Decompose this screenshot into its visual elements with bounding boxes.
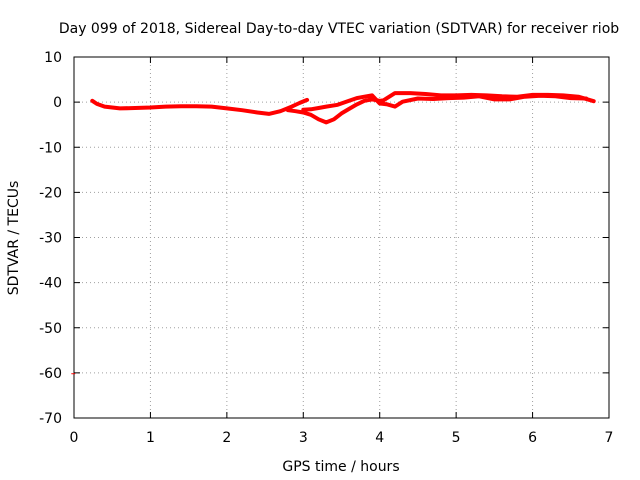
- y-tick-label: -60: [39, 366, 62, 382]
- y-tick-label: -10: [39, 140, 62, 156]
- series-line-track-1: [90, 97, 310, 116]
- chart-title: Day 099 of 2018, Sidereal Day-to-day VTE…: [59, 21, 619, 37]
- y-axis-label: SDTVAR / TECUs: [6, 181, 22, 296]
- y-tick-label: -70: [39, 411, 62, 427]
- y-tick-label: 10: [44, 50, 62, 66]
- grid-lines: [74, 57, 609, 418]
- y-tick-label: 0: [53, 95, 62, 111]
- series-line-track-3: [301, 93, 589, 112]
- series-group: [71, 91, 596, 375]
- x-tick-label: 2: [222, 430, 231, 446]
- x-tick-label: 1: [146, 430, 155, 446]
- x-axis-label: GPS time / hours: [282, 459, 399, 475]
- x-tick-label: 0: [70, 430, 79, 446]
- x-tick-label: 5: [452, 430, 461, 446]
- x-tick-label: 4: [375, 430, 384, 446]
- x-tick-label: 6: [528, 430, 537, 446]
- axis-ticks: [73, 56, 610, 419]
- y-tick-label: -50: [39, 321, 62, 337]
- x-tick-label: 7: [605, 430, 614, 446]
- y-tick-label: -30: [39, 231, 62, 247]
- x-tick-label: 3: [299, 430, 308, 446]
- y-tick-label: -40: [39, 276, 62, 292]
- y-tick-label: -20: [39, 185, 62, 201]
